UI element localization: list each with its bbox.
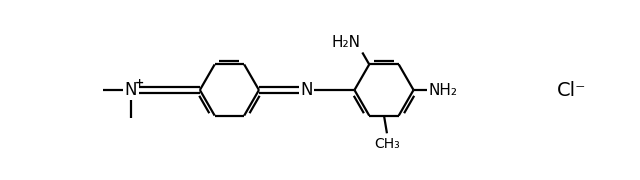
Text: H₂N: H₂N <box>332 35 360 50</box>
Text: N: N <box>125 81 137 99</box>
Text: Cl⁻: Cl⁻ <box>556 80 586 100</box>
Text: N: N <box>300 81 313 99</box>
Text: +: + <box>135 78 145 88</box>
Text: CH₃: CH₃ <box>374 137 400 151</box>
Text: NH₂: NH₂ <box>428 82 458 98</box>
